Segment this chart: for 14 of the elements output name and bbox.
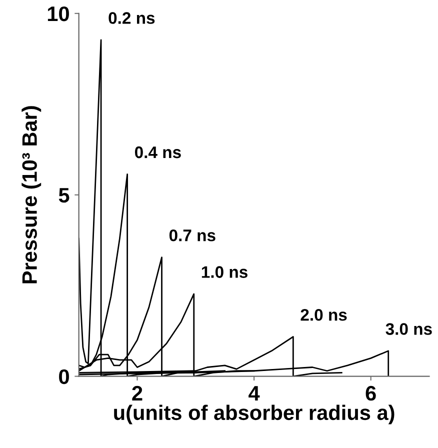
x-tick-label: 6 (366, 386, 376, 401)
x-tick-label: 2 (132, 386, 142, 400)
y-tick-label: 5 (58, 188, 70, 203)
series-label: 0.7 ns (169, 230, 216, 242)
series-label: 0.2 ns (108, 12, 155, 24)
y-axis-title: Pressure (10³ Bar) (22, 106, 42, 284)
y-tick-label: 0 (59, 369, 69, 384)
series-label: 3.0 ns (386, 323, 432, 335)
series-label: 1.0 ns (202, 266, 248, 278)
series-label: 2.0 ns (300, 308, 347, 321)
x-axis-title: u(units of absorber radius a) (114, 404, 394, 424)
y-tick-label: 10 (48, 6, 69, 22)
series-label: 0.4 ns (134, 146, 181, 158)
x-tick-label: 4 (248, 386, 260, 400)
